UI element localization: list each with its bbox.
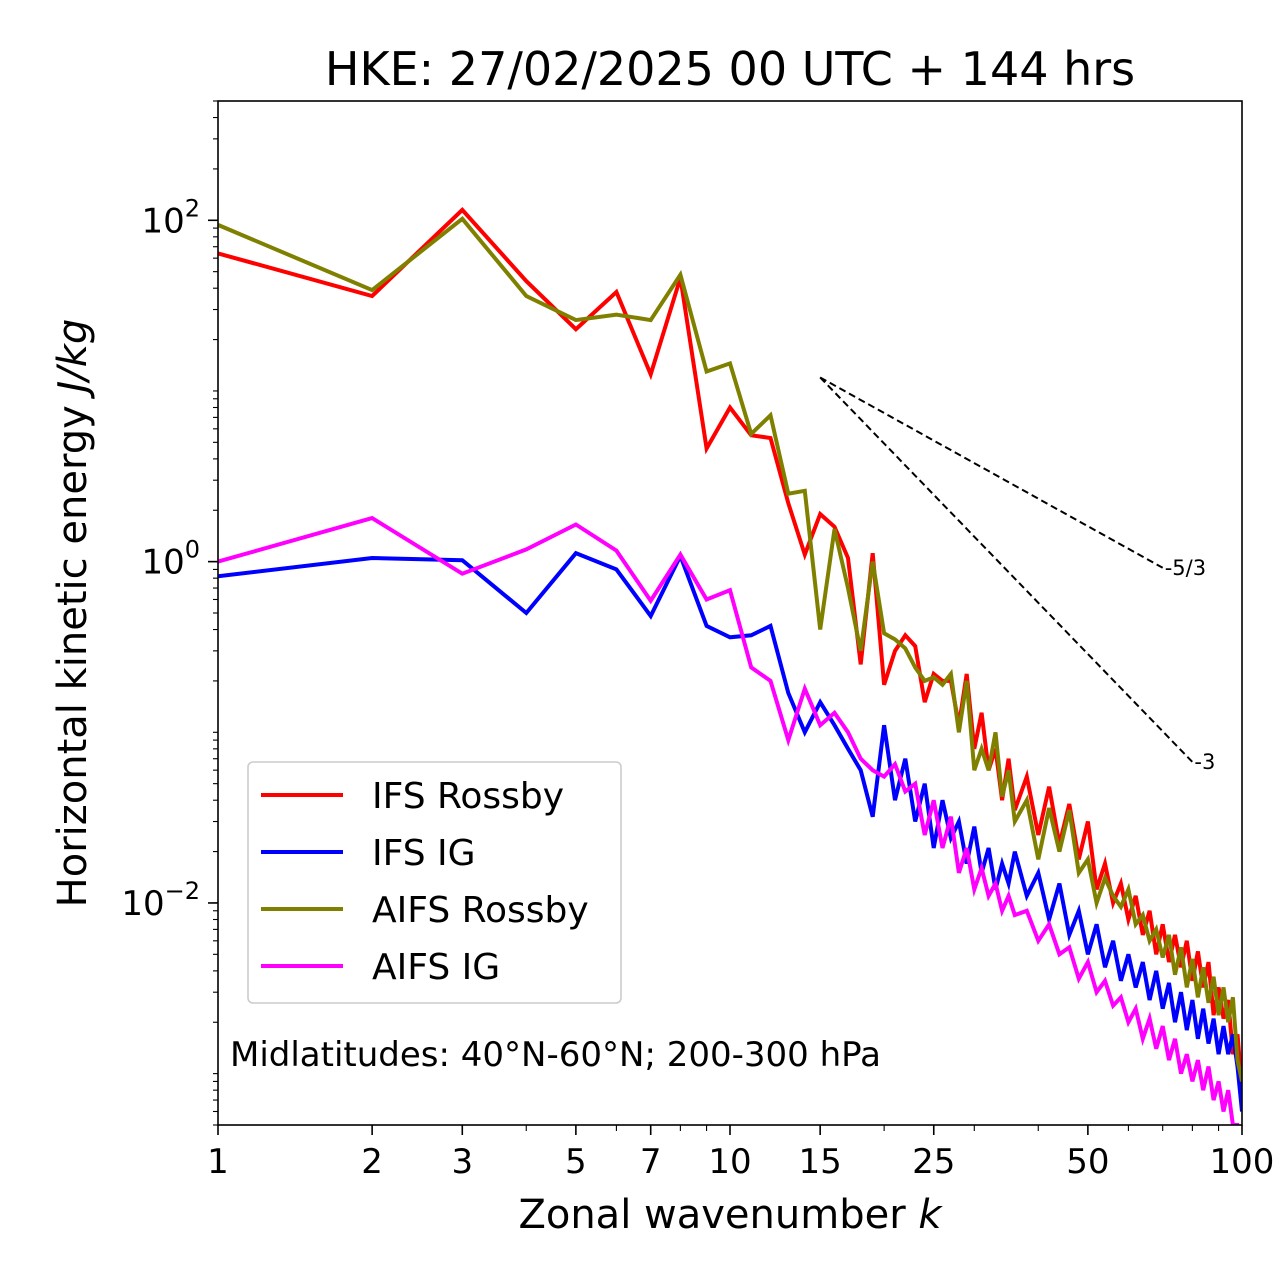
- legend-entry-label: IFS IG: [372, 833, 476, 874]
- reference-slopes: -5/3 -3: [819, 376, 1215, 774]
- series-line-aifs-rossby: [218, 216, 1242, 1082]
- series-line-ifs-ig: [218, 550, 1242, 1112]
- legend-box: [247, 761, 622, 1004]
- reference-slope-line: [819, 376, 1194, 763]
- x-axis-label: Zonal wavenumber k: [518, 1192, 943, 1238]
- plot-frame: [217, 100, 1243, 1126]
- x-tick-label: 2: [361, 1142, 383, 1182]
- x-tick-label: 5: [565, 1142, 587, 1182]
- legend-entry-label: AIFS IG: [372, 947, 500, 988]
- y-tick-label: 100: [141, 536, 200, 583]
- x-tick-label: 15: [799, 1142, 842, 1182]
- x-tick-label: 10: [708, 1142, 751, 1182]
- x-tick-label: 1: [207, 1142, 229, 1182]
- x-tick-label: 7: [640, 1142, 662, 1182]
- axis-ticks: 1 2 3 5 7 10 15 25 50 100 102 100 10−2: [121, 100, 1275, 1182]
- region-annotation: Midlatitudes: 40°N-60°N; 200-300 hPa: [230, 1035, 881, 1075]
- reference-slope-label: -5/3: [1165, 556, 1206, 580]
- legend-entry-label: AIFS Rossby: [372, 890, 589, 931]
- legend: IFS Rossby IFS IG AIFS Rossby AIFS IG: [247, 761, 622, 1004]
- x-tick-label: 50: [1066, 1142, 1109, 1182]
- series-layer: [218, 207, 1242, 1125]
- reference-slope-label: -3: [1194, 750, 1215, 774]
- x-tick-label: 100: [1210, 1142, 1275, 1182]
- y-tick-label: 10−2: [121, 877, 200, 924]
- x-tick-label: 3: [451, 1142, 473, 1182]
- y-tick-label: 102: [141, 194, 200, 241]
- legend-entry-label: IFS Rossby: [372, 776, 564, 817]
- y-axis-label: Horizontal kinetic energy J/kg: [50, 319, 96, 908]
- x-tick-label: 25: [912, 1142, 955, 1182]
- series-line-aifs-ig: [218, 515, 1240, 1125]
- chart-title: HKE: 27/02/2025 00 UTC + 144 hrs: [325, 42, 1135, 96]
